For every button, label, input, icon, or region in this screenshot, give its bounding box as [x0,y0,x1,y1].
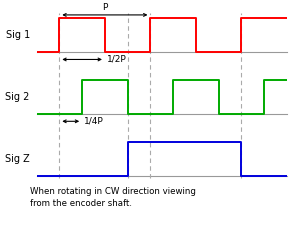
Text: When rotating in CW direction viewing
from the encoder shaft.: When rotating in CW direction viewing fr… [30,187,196,208]
Text: Sig 1: Sig 1 [6,30,30,40]
Text: 1/2P: 1/2P [107,55,127,64]
Text: Sig Z: Sig Z [5,154,30,164]
Text: Sig 2: Sig 2 [6,92,30,102]
Text: P: P [102,3,108,12]
Text: 1/4P: 1/4P [84,117,104,126]
